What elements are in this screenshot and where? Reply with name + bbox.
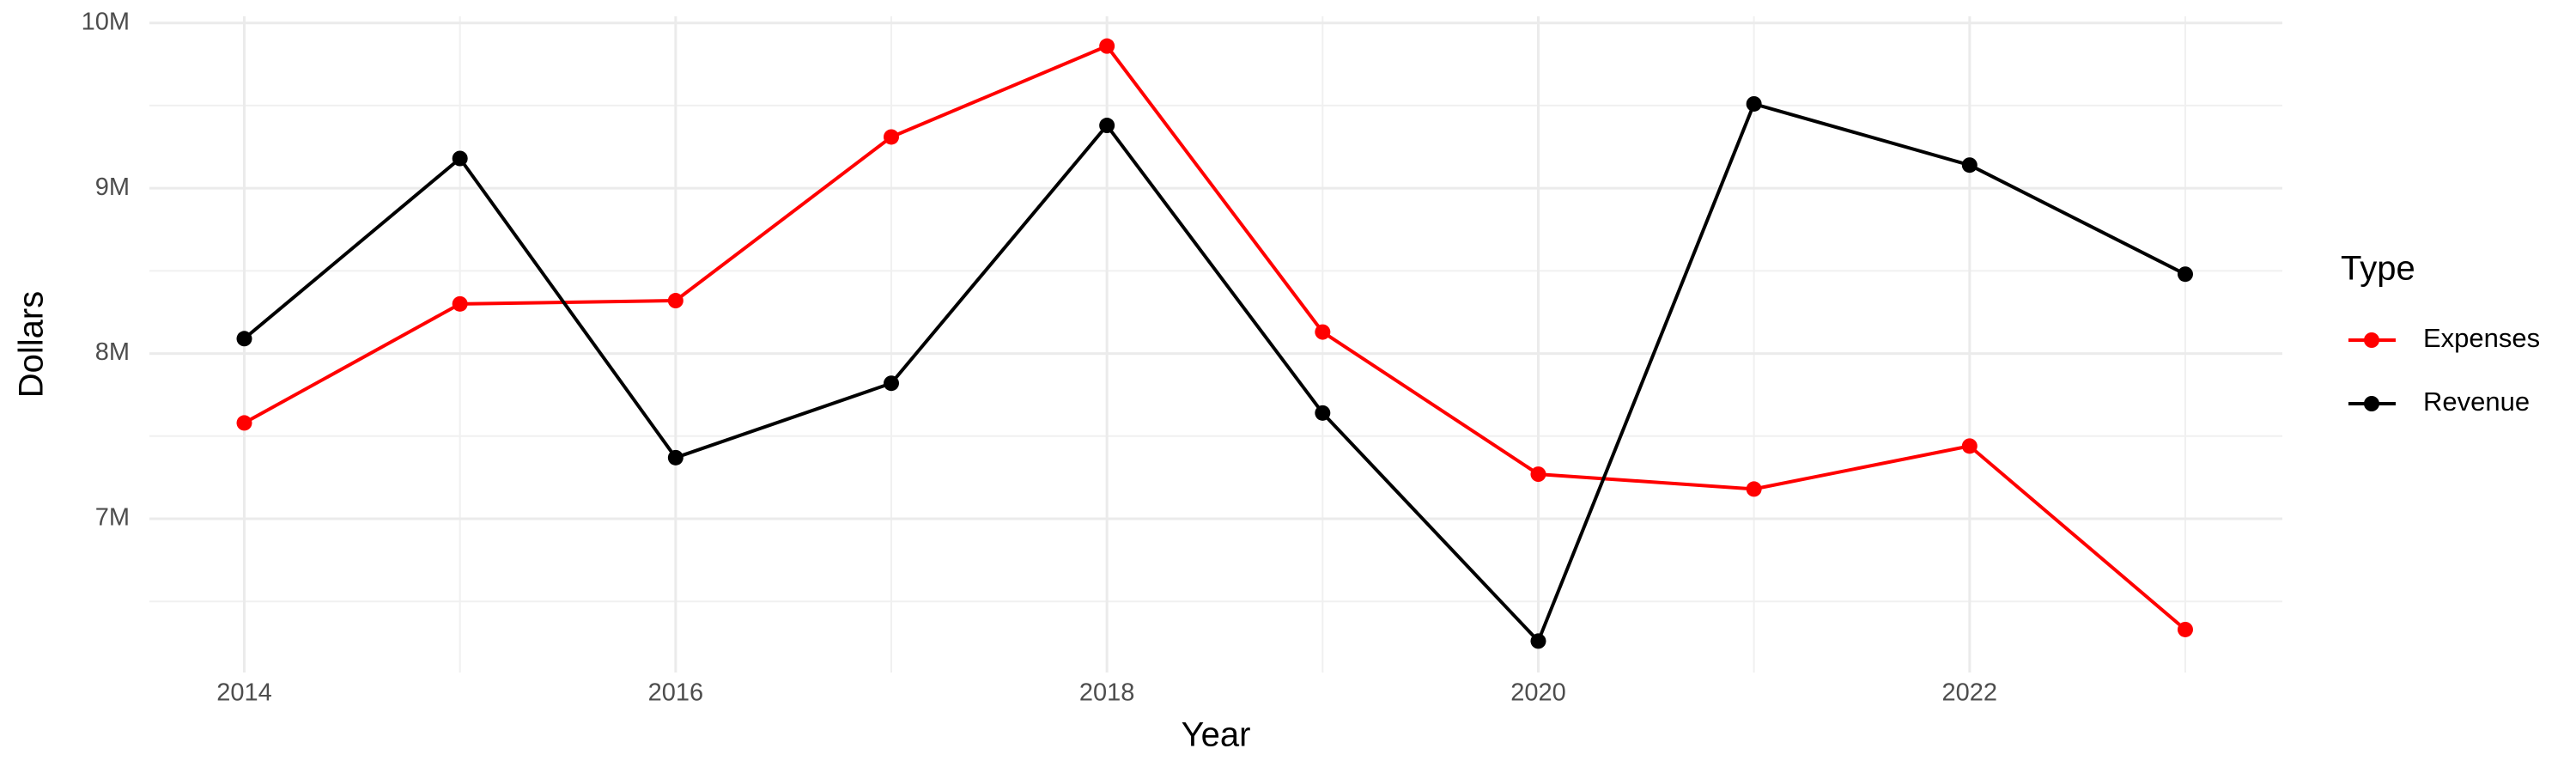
point: [2177, 266, 2193, 283]
point: [884, 375, 899, 392]
point: [667, 293, 683, 309]
point: [452, 295, 468, 312]
legend-label: Revenue: [2423, 386, 2530, 417]
point: [1530, 466, 1546, 483]
legend-title: Type: [2341, 250, 2415, 288]
series: [236, 95, 2193, 649]
point: [1530, 633, 1546, 649]
y-tick-label: 7M: [95, 504, 130, 532]
point: [236, 415, 252, 431]
legend-key-point: [2364, 332, 2379, 348]
x-axis-title: Year: [1182, 716, 1251, 754]
y-tick-label: 8M: [95, 338, 130, 366]
y-tick-label: 9M: [95, 173, 130, 201]
point: [667, 449, 683, 466]
y-axis-title: Dollars: [13, 291, 51, 398]
grid: [149, 16, 2282, 673]
point: [236, 331, 252, 347]
point: [884, 129, 899, 145]
point: [1961, 438, 1978, 454]
point: [1315, 324, 1331, 340]
line: [243, 101, 2186, 643]
point: [1099, 118, 1115, 134]
point: [2177, 621, 2193, 637]
x-tick-label: 2022: [1942, 679, 1998, 707]
legend-key-point: [2364, 396, 2379, 411]
point: [452, 150, 468, 167]
point: [1315, 405, 1331, 421]
point: [1746, 481, 1762, 497]
y-tick-label: 10M: [82, 8, 130, 35]
legend-label: Expenses: [2423, 323, 2540, 353]
x-tick-label: 2018: [1079, 679, 1135, 707]
point: [1746, 95, 1762, 112]
legend-item: Revenue: [2348, 386, 2530, 417]
x-tick-label: 2014: [216, 679, 272, 707]
legend-item: Expenses: [2348, 323, 2540, 353]
x-tick-label: 2020: [1510, 679, 1566, 707]
x-tick-label: 2016: [648, 679, 704, 707]
point: [1099, 38, 1115, 54]
point: [1961, 157, 1978, 173]
series: [236, 38, 2193, 637]
line: [243, 44, 2187, 631]
